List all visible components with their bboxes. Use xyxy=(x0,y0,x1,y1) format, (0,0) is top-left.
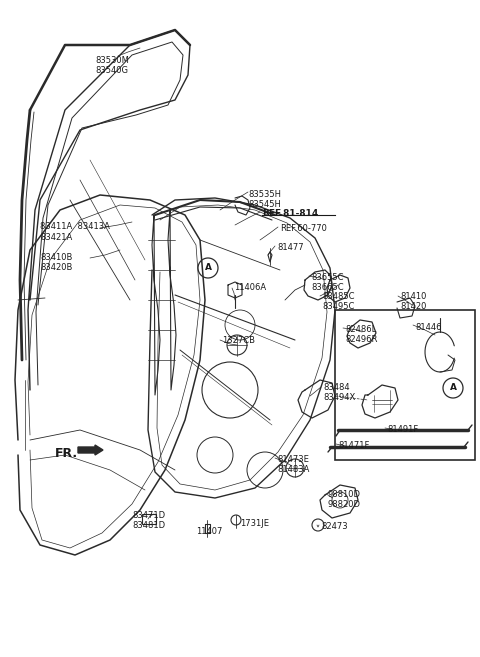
Text: 83421A: 83421A xyxy=(40,233,72,242)
Text: 81471F: 81471F xyxy=(338,441,370,450)
Text: 83411A  83413A: 83411A 83413A xyxy=(40,222,110,231)
Text: REF.81-814: REF.81-814 xyxy=(262,209,318,218)
Text: 83410B
83420B: 83410B 83420B xyxy=(40,253,72,273)
Text: 83655C
83665C: 83655C 83665C xyxy=(311,273,344,292)
Text: 11407: 11407 xyxy=(196,527,222,536)
Text: 81473E
81483A: 81473E 81483A xyxy=(277,455,310,474)
Text: 83484
83494X: 83484 83494X xyxy=(323,383,355,402)
Text: 98810D
98820D: 98810D 98820D xyxy=(328,490,361,509)
Text: 1327CB: 1327CB xyxy=(222,336,255,345)
Text: 11406A: 11406A xyxy=(234,283,266,292)
Text: A: A xyxy=(449,384,456,392)
Text: 83535H
83545H: 83535H 83545H xyxy=(248,190,281,210)
FancyArrow shape xyxy=(78,445,103,455)
Text: 82473: 82473 xyxy=(321,522,348,531)
Text: A: A xyxy=(204,263,212,273)
Text: 83485C
83495C: 83485C 83495C xyxy=(322,292,355,311)
Text: 83471D
83481D: 83471D 83481D xyxy=(132,511,165,530)
Text: 81446: 81446 xyxy=(415,323,442,332)
Text: REF.60-770: REF.60-770 xyxy=(280,224,327,233)
Text: 81477: 81477 xyxy=(277,243,304,252)
Text: 83530M
83540G: 83530M 83540G xyxy=(95,56,129,76)
Text: 81491F: 81491F xyxy=(387,425,418,434)
Bar xyxy=(335,310,475,460)
Text: 1731JE: 1731JE xyxy=(240,519,269,528)
Text: FR.: FR. xyxy=(55,447,78,460)
Text: 82486L
82496R: 82486L 82496R xyxy=(345,325,377,344)
Bar xyxy=(142,514,156,524)
Text: 81410
81420: 81410 81420 xyxy=(400,292,426,311)
